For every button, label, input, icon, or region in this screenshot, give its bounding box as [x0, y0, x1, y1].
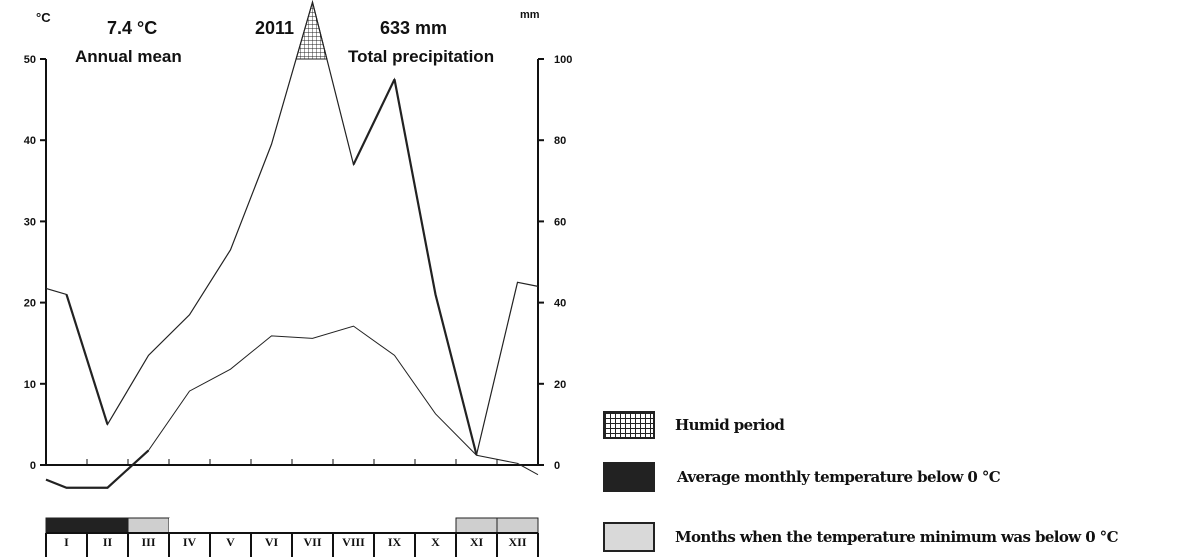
month-status-cell	[496, 517, 539, 534]
legend-label-humid-period: Humid period	[675, 416, 785, 434]
precipitation-tick-label: 100	[554, 54, 572, 66]
temperature-unit: °C	[36, 10, 51, 25]
month-label: VIII	[342, 535, 365, 549]
month-label: III	[141, 535, 155, 549]
month-status-cell	[210, 518, 251, 533]
month-status-cell	[169, 518, 210, 533]
temperature-tick-label: 20	[24, 298, 36, 310]
temperature-tick-label: 0	[30, 460, 36, 472]
dark-swatch-icon	[603, 462, 655, 492]
month-status-cell	[455, 517, 498, 534]
month-status-cell	[374, 518, 415, 533]
precipitation-tick-label: 0	[554, 460, 560, 472]
month-label: XII	[508, 535, 526, 549]
precipitation-tick-label: 60	[554, 216, 566, 228]
precipitation-tick-label: 80	[554, 135, 566, 147]
precipitation-line-segment	[393, 79, 478, 456]
legend-label-min-below-zero: Months when the temperature minimum was …	[675, 528, 1119, 546]
month-status-cell	[251, 518, 292, 533]
legend-below-zero-mean: Average monthly temperature below 0 °C	[603, 462, 1001, 492]
month-label: I	[64, 535, 69, 549]
month-label: II	[103, 535, 113, 549]
temperature-tick-label: 10	[24, 379, 36, 391]
precipitation-line-segment	[352, 78, 396, 166]
precipitation-tick-label: 20	[554, 379, 566, 391]
legend-label-below-zero-mean: Average monthly temperature below 0 °C	[677, 468, 1001, 486]
precipitation-unit: mm	[520, 9, 540, 21]
month-label: VII	[303, 535, 321, 549]
temperature-line-segment	[45, 449, 150, 489]
humid-period-area	[295, 0, 328, 60]
precipitation-line-segment	[65, 294, 109, 425]
month-label: V	[226, 535, 235, 549]
total-precipitation-value: 633 mm	[380, 18, 447, 38]
hatch-swatch-icon	[603, 411, 655, 439]
light-swatch-icon	[603, 522, 655, 552]
month-status-cell	[415, 518, 456, 533]
month-label: IX	[388, 535, 402, 549]
month-label: IV	[183, 535, 197, 549]
month-status-cell	[333, 518, 374, 533]
temperature-tick-label: 30	[24, 216, 36, 228]
precipitation-line	[45, 0, 539, 455]
month-label: VI	[265, 535, 279, 549]
month-label: X	[431, 535, 440, 549]
temperature-tick-label: 50	[24, 54, 36, 66]
month-status-cell	[127, 517, 170, 534]
month-status-cell	[45, 517, 88, 534]
legend-min-below-zero: Months when the temperature minimum was …	[603, 522, 1119, 552]
month-status-cell	[292, 518, 333, 533]
temperature-tick-label: 40	[24, 135, 36, 147]
legend-humid-period: Humid period	[603, 411, 785, 439]
year-label: 2011	[255, 18, 294, 38]
month-status-cell	[86, 517, 129, 534]
month-label: XI	[470, 535, 484, 549]
annual-mean-label: Annual mean	[75, 47, 182, 66]
annual-mean-value: 7.4 °C	[107, 18, 157, 38]
precipitation-tick-label: 40	[554, 298, 566, 310]
total-precipitation-label: Total precipitation	[348, 47, 494, 66]
